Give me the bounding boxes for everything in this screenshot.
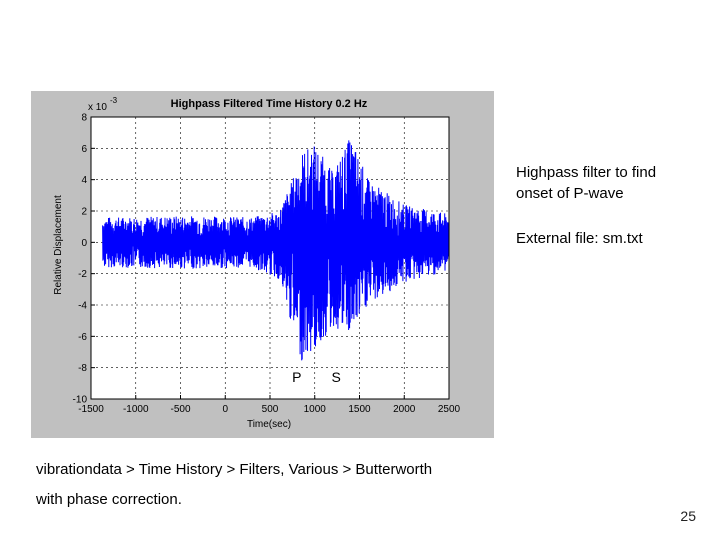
x-tick-label: -1000 (123, 404, 149, 415)
page-number: 25 (680, 508, 696, 524)
x-axis-label: Time(sec) (247, 419, 291, 430)
note-external-file: External file: sm.txt (516, 230, 643, 247)
caption-phase-correction: with phase correction. (36, 491, 182, 508)
x-tick-label: 500 (262, 404, 279, 415)
time-history-chart: Highpass Filtered Time History 0.2 Hz x … (53, 96, 461, 430)
y-tick-label: 8 (81, 113, 87, 124)
y-tick-label: 0 (81, 238, 87, 249)
y-tick-label: -8 (78, 363, 87, 374)
y-tick-label: 2 (81, 207, 87, 218)
caption-menu-path: vibrationdata > Time History > Filters, … (36, 461, 433, 478)
plot-frame (90, 116, 450, 400)
y-tick-label: 6 (81, 144, 87, 155)
y-axis-label: Relative Displacement (53, 195, 64, 295)
y-tick-label: -6 (78, 332, 87, 343)
x-tick-label: 2500 (438, 404, 461, 415)
y-tick-label: 4 (81, 175, 87, 186)
y-scale-label: x 10 (88, 102, 107, 113)
chart-figure: Highpass Filtered Time History 0.2 Hz x … (31, 91, 494, 438)
note-highpass: Highpass filter to find onset of P-wave (516, 162, 706, 204)
annotation-label: S (332, 369, 341, 385)
y-scale-exponent: -3 (110, 96, 118, 105)
y-tick-label: -4 (78, 301, 87, 312)
chart-title: Highpass Filtered Time History 0.2 Hz (171, 98, 368, 110)
signal-trace (102, 140, 450, 361)
note-line-2: onset of P-wave (516, 185, 624, 202)
x-tick-label: -500 (170, 404, 190, 415)
x-tick-label: 1000 (304, 404, 327, 415)
annotation-label: P (292, 369, 301, 385)
x-tick-label: 2000 (393, 404, 416, 415)
x-tick-label: 0 (222, 404, 228, 415)
x-tick-label: -1500 (78, 404, 104, 415)
y-tick-label: -2 (78, 269, 87, 280)
x-tick-label: 1500 (348, 404, 371, 415)
note-line-1: Highpass filter to find (516, 164, 657, 181)
y-tick-label: -10 (73, 395, 88, 406)
